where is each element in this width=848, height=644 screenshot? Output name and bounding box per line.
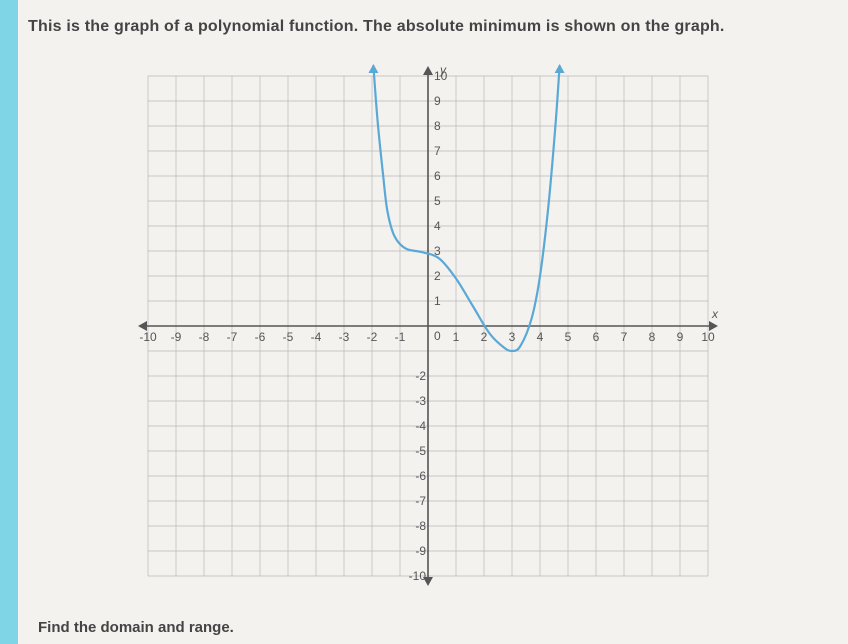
svg-text:10: 10 [701,330,715,344]
svg-text:-2: -2 [415,369,426,383]
svg-text:-1: -1 [395,330,406,344]
svg-text:-3: -3 [339,330,350,344]
svg-text:-4: -4 [415,419,426,433]
svg-text:3: 3 [509,330,516,344]
footer-prompt: Find the domain and range. [38,619,234,636]
question-text: This is the graph of a polynomial functi… [28,18,828,36]
svg-text:-5: -5 [283,330,294,344]
svg-text:6: 6 [434,169,441,183]
svg-text:7: 7 [434,144,441,158]
svg-text:-2: -2 [367,330,378,344]
svg-text:8: 8 [434,119,441,133]
svg-text:-6: -6 [415,469,426,483]
svg-text:-4: -4 [311,330,322,344]
svg-text:9: 9 [434,94,441,108]
svg-text:-7: -7 [415,494,426,508]
svg-text:-9: -9 [171,330,182,344]
svg-text:2: 2 [434,269,441,283]
svg-text:-8: -8 [415,519,426,533]
svg-text:4: 4 [537,330,544,344]
svg-text:5: 5 [565,330,572,344]
svg-text:-10: -10 [139,330,157,344]
svg-text:-8: -8 [199,330,210,344]
polynomial-chart: -10-9-8-7-6-5-4-3-2-1012345678910-10-9-8… [128,56,728,596]
chart-svg: -10-9-8-7-6-5-4-3-2-1012345678910-10-9-8… [128,56,728,596]
svg-text:8: 8 [649,330,656,344]
svg-text:-6: -6 [255,330,266,344]
svg-text:y: y [439,63,447,77]
svg-text:2: 2 [481,330,488,344]
svg-text:-3: -3 [415,394,426,408]
svg-text:9: 9 [677,330,684,344]
svg-text:6: 6 [593,330,600,344]
svg-text:4: 4 [434,219,441,233]
svg-text:-9: -9 [415,544,426,558]
svg-text:1: 1 [434,294,441,308]
svg-text:-10: -10 [409,569,427,583]
page-accent-edge [0,0,18,644]
svg-text:0: 0 [434,329,441,343]
svg-text:-7: -7 [227,330,238,344]
question-content: This is the graph of a polynomial functi… [28,18,828,596]
svg-text:7: 7 [621,330,628,344]
svg-text:1: 1 [453,330,460,344]
svg-text:5: 5 [434,194,441,208]
svg-text:-5: -5 [415,444,426,458]
svg-text:x: x [711,307,719,321]
